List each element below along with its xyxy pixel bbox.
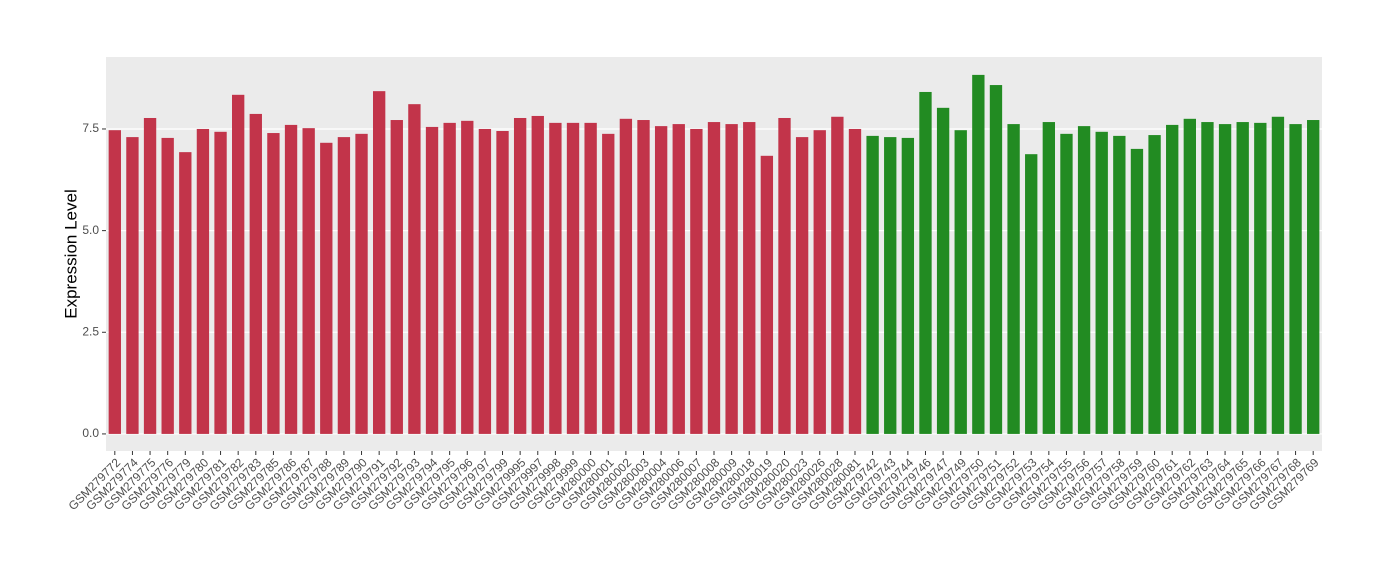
bar bbox=[901, 137, 915, 434]
bar bbox=[143, 117, 157, 434]
bar bbox=[1201, 122, 1214, 434]
bar bbox=[355, 133, 368, 434]
bar bbox=[1271, 116, 1285, 434]
bar bbox=[972, 74, 985, 434]
bar bbox=[584, 122, 597, 434]
bar bbox=[690, 128, 703, 434]
bars bbox=[108, 74, 1320, 434]
bar bbox=[232, 94, 245, 434]
bar bbox=[408, 104, 421, 434]
bar bbox=[1113, 135, 1126, 434]
bar bbox=[513, 117, 527, 434]
bar bbox=[267, 133, 280, 434]
bar bbox=[848, 128, 862, 434]
bar bbox=[196, 128, 210, 434]
bar bbox=[549, 122, 562, 434]
bar bbox=[1254, 122, 1267, 434]
bar bbox=[1148, 135, 1161, 434]
bar bbox=[284, 124, 298, 434]
bar bbox=[531, 115, 544, 434]
bar bbox=[337, 137, 351, 434]
bar bbox=[760, 155, 774, 434]
bar bbox=[566, 122, 580, 434]
bar bbox=[672, 124, 685, 434]
bar bbox=[954, 130, 967, 434]
labels: 0.02.55.07.5GSM279772GSM279774GSM279775G… bbox=[66, 121, 1322, 513]
bar bbox=[161, 137, 174, 434]
bar bbox=[1130, 148, 1144, 434]
bar bbox=[425, 126, 439, 434]
bar bbox=[461, 120, 474, 434]
bar bbox=[831, 116, 844, 434]
y-tick-label: 7.5 bbox=[82, 121, 99, 135]
bar bbox=[1060, 133, 1073, 434]
bar bbox=[778, 117, 791, 434]
bar bbox=[1095, 131, 1108, 434]
bar bbox=[179, 152, 192, 434]
bar bbox=[1289, 124, 1302, 434]
bar bbox=[108, 130, 121, 434]
bar bbox=[866, 135, 879, 434]
y-tick-label: 5.0 bbox=[82, 223, 99, 237]
bar bbox=[1236, 122, 1249, 434]
bar bbox=[390, 120, 403, 434]
bar bbox=[214, 131, 227, 434]
bar bbox=[919, 91, 932, 434]
bar bbox=[1218, 124, 1232, 434]
bar bbox=[1307, 120, 1320, 434]
bar bbox=[654, 126, 668, 434]
y-tick-label: 2.5 bbox=[82, 324, 99, 338]
bar bbox=[1077, 126, 1091, 434]
bar bbox=[989, 85, 1003, 434]
bar bbox=[1166, 124, 1179, 434]
bar bbox=[743, 122, 756, 434]
bar bbox=[372, 91, 386, 434]
bar bbox=[884, 137, 897, 434]
bar bbox=[707, 122, 721, 434]
bar bbox=[320, 142, 333, 434]
bar bbox=[1025, 154, 1038, 434]
bar bbox=[1007, 124, 1020, 434]
bar bbox=[602, 133, 615, 434]
bar bbox=[443, 122, 456, 434]
bar bbox=[496, 131, 509, 434]
bar bbox=[619, 118, 633, 434]
bar bbox=[795, 137, 809, 434]
bar bbox=[249, 113, 262, 434]
bar bbox=[302, 128, 315, 434]
bar bbox=[813, 130, 826, 434]
y-tick-label: 0.0 bbox=[82, 426, 99, 440]
bar bbox=[1183, 118, 1196, 434]
bar bbox=[637, 120, 650, 434]
y-axis-title: Expression Level bbox=[61, 189, 80, 318]
bar bbox=[1042, 122, 1056, 434]
bar bbox=[725, 124, 738, 434]
bar bbox=[936, 107, 950, 434]
bar bbox=[478, 128, 492, 434]
bar bbox=[126, 137, 139, 434]
